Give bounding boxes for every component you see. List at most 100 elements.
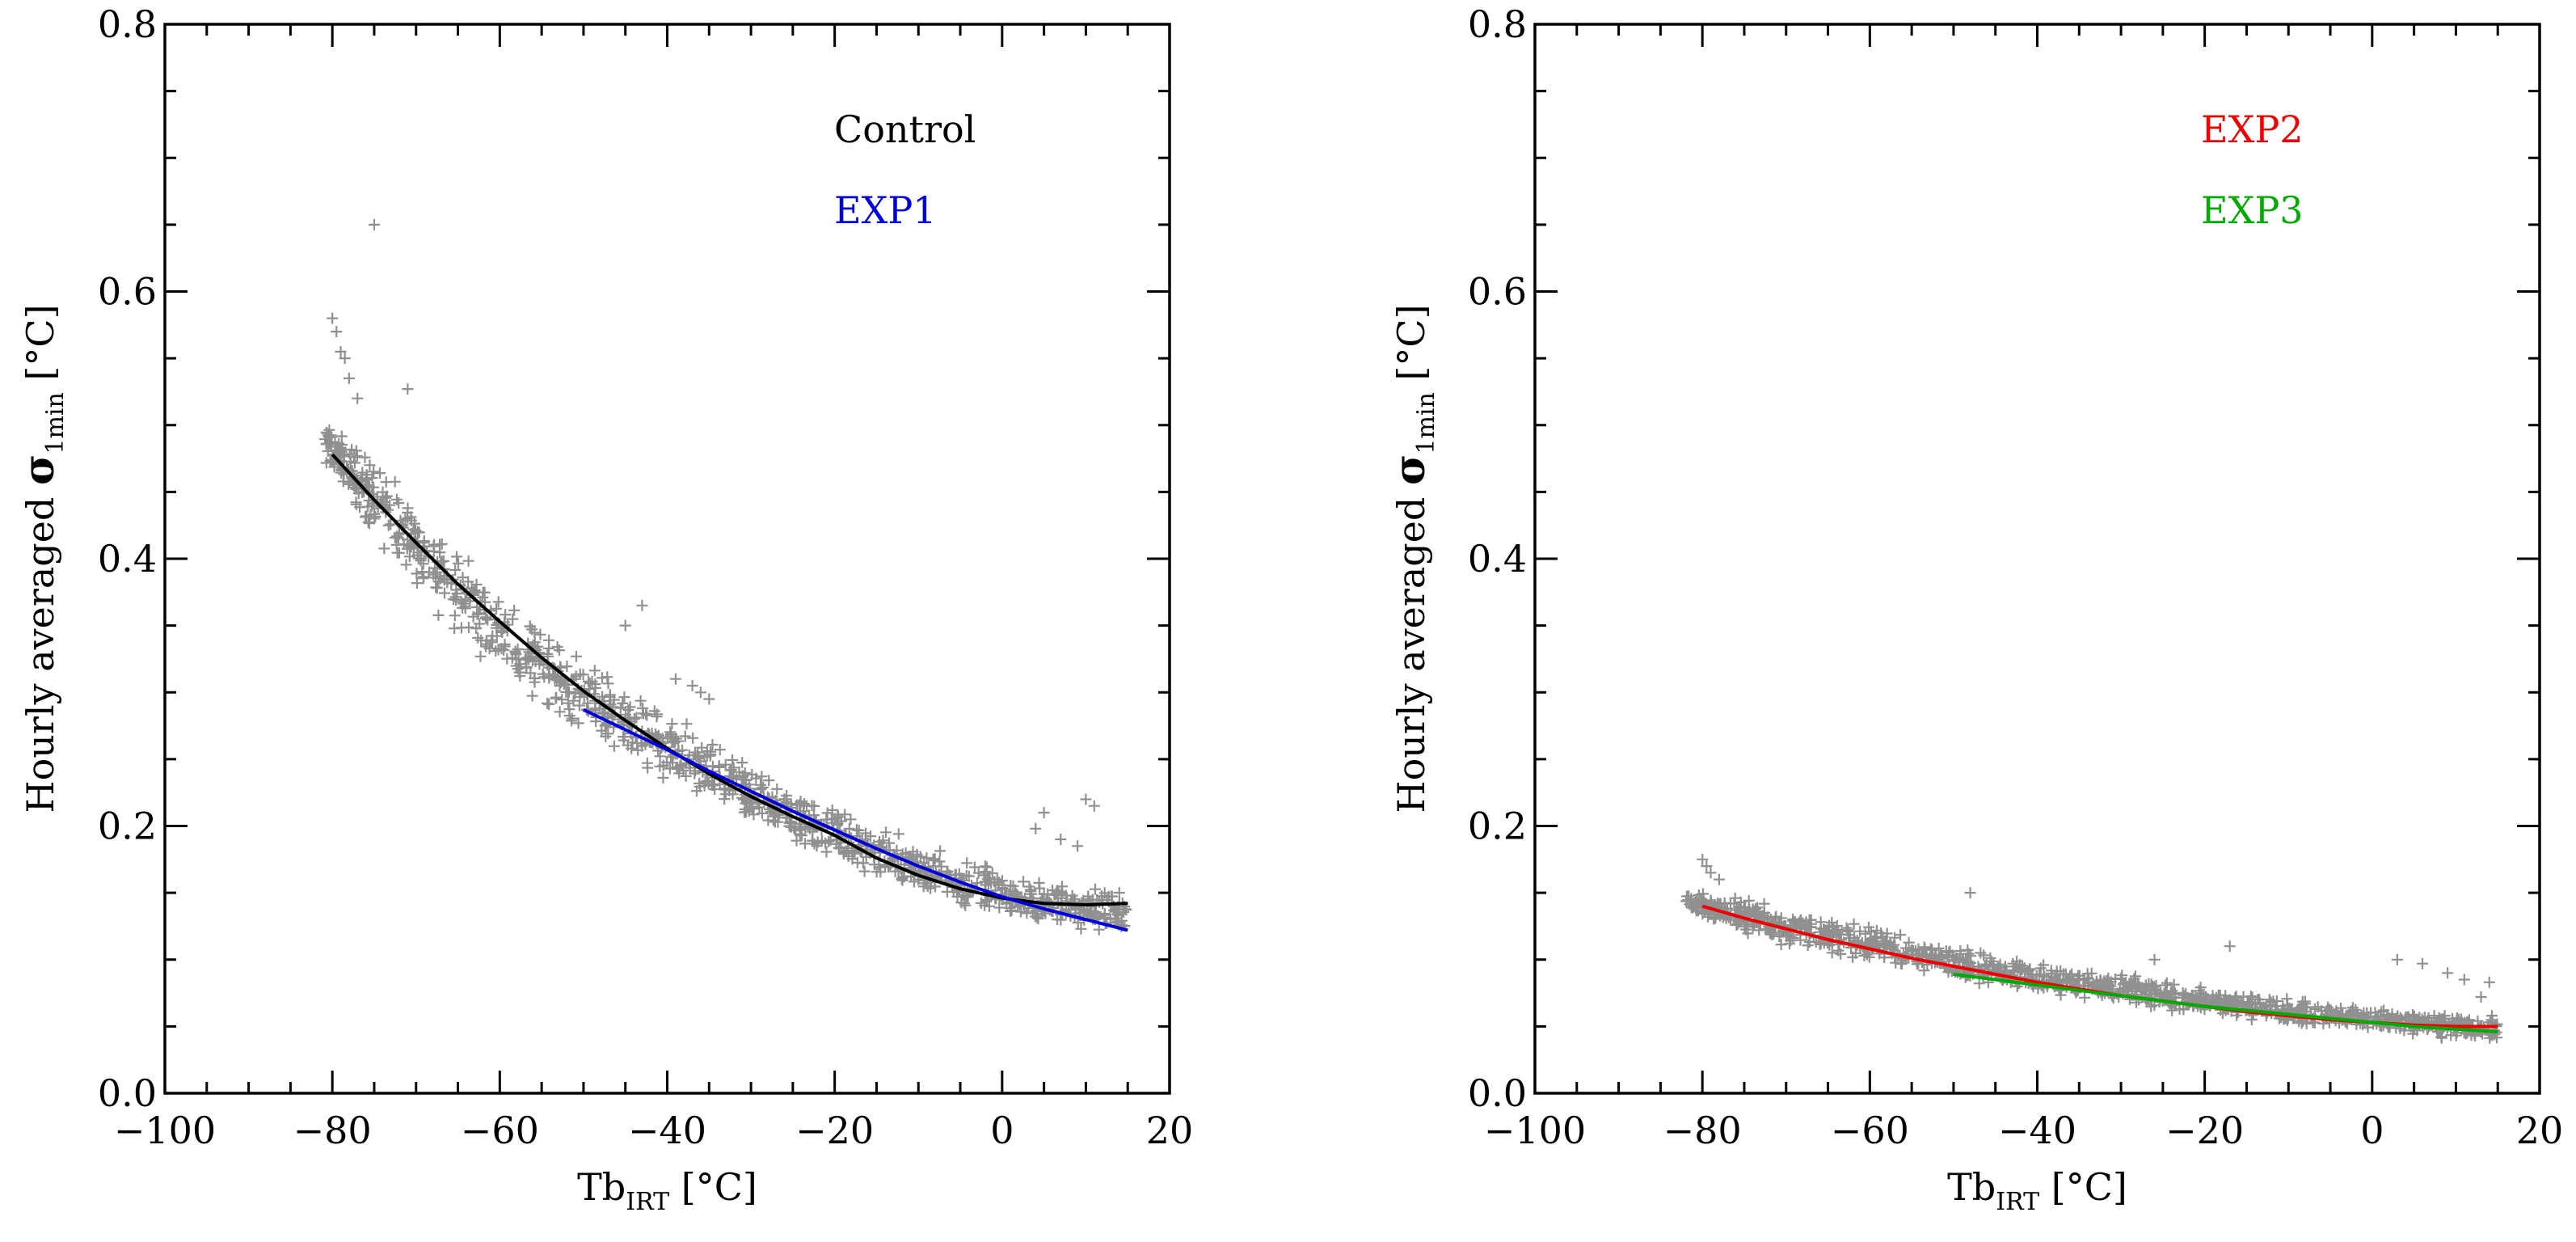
scatter-point (1903, 936, 1915, 948)
scatter-point (664, 726, 677, 738)
scatter-point (449, 591, 462, 603)
scatter-point (892, 828, 904, 840)
scatter-point (845, 813, 857, 826)
scatter-point (750, 772, 762, 784)
scatter-point (551, 674, 563, 686)
scatter-point (811, 840, 823, 852)
x-tick-label: −100 (114, 1109, 216, 1152)
y-axis-label-prefix: Hourly averaged (1389, 485, 1433, 813)
scatter-point (959, 899, 972, 911)
scatter-point (2212, 989, 2224, 1001)
scatter-point (1023, 881, 1035, 893)
scatter-point (993, 902, 1006, 914)
y-axis-label-sigma: σ (1385, 454, 1435, 485)
scatter-point (1847, 951, 1859, 963)
scatter-point (1965, 950, 1977, 962)
scatter-point (520, 653, 532, 665)
scatter-point (2116, 970, 2128, 982)
scatter-point (614, 702, 626, 714)
scatter-point (654, 760, 666, 772)
scatter-point (896, 872, 909, 884)
scatter-point (434, 572, 446, 585)
scatter-point (2277, 1000, 2289, 1012)
scatter-outlier-point (331, 326, 343, 338)
legend-entry-control: Control (834, 108, 976, 151)
x-tick-label: −60 (1831, 1109, 1909, 1152)
y-axis-label-subscript: 1min (1412, 392, 1440, 454)
scatter-point (491, 602, 502, 615)
scatter-point (719, 758, 731, 771)
scatter-point (2211, 995, 2224, 1008)
scatter-point (1973, 978, 1985, 990)
scatter-point (1854, 925, 1866, 937)
scatter-outlier-point (2475, 991, 2487, 1003)
scatter-point (1881, 927, 1893, 940)
scatter-point (928, 853, 940, 865)
scatter-point (514, 670, 526, 682)
scatter-point (2102, 978, 2114, 991)
scatter-point (498, 644, 510, 656)
scatter-point (480, 611, 492, 623)
scatter-point (483, 642, 495, 654)
y-tick-label: 0.0 (1468, 1071, 1527, 1115)
scatter-point (914, 851, 926, 863)
scatter-point (983, 873, 995, 885)
fit-line-exp3 (1953, 972, 2498, 1033)
scatter-outlier-point (686, 680, 698, 691)
y-tick-label: 0.8 (98, 2, 157, 46)
scatter-point (2346, 1005, 2359, 1017)
scatter-point (1814, 926, 1826, 938)
scatter-point (648, 705, 660, 717)
scatter-point (687, 732, 699, 744)
scatter-point (771, 783, 783, 795)
scatter-point (492, 596, 504, 608)
scatter-point (537, 668, 549, 680)
scatter-point (2381, 1010, 2393, 1021)
x-axis-label-base: Tb (577, 1165, 626, 1209)
scatter-point (486, 634, 497, 646)
scatter-point (1859, 927, 1871, 940)
scatter-point (432, 609, 445, 621)
scatter-point (1728, 898, 1740, 910)
fit-line-exp1 (583, 708, 1128, 932)
scatter-point (348, 451, 360, 463)
scatter-point (960, 869, 972, 881)
x-tick-label: −80 (293, 1109, 372, 1152)
scatter-point (858, 857, 869, 869)
scatter-point (2186, 990, 2199, 1001)
scatter-outlier-point (1697, 853, 1709, 865)
scatter-point (1748, 905, 1760, 917)
scatter-point (719, 793, 731, 805)
scatter-point (2064, 970, 2076, 982)
scatter-point (363, 480, 375, 492)
scatter-point (389, 475, 401, 488)
scatter-point (490, 645, 502, 657)
scatter-outlier-point (2458, 974, 2470, 986)
scatter-point (746, 803, 758, 814)
scatter-point (455, 622, 467, 634)
scatter-point (833, 811, 845, 823)
scatter-point (382, 519, 394, 531)
scatter-point (474, 650, 487, 662)
scatter-point (2246, 991, 2258, 1003)
y-tick-label: 0.2 (98, 805, 157, 848)
scatter-point (596, 724, 608, 737)
y-axis-label-sigma: σ (15, 454, 64, 485)
scatter-point (467, 610, 479, 623)
scatter-point (635, 695, 647, 707)
scatter-point (405, 511, 417, 523)
scatter-outlier-point (1038, 807, 1050, 818)
scatter-point (431, 582, 443, 594)
legend-entry-exp3: EXP3 (2201, 188, 2304, 232)
scatter-point (657, 771, 669, 784)
scatter-point (608, 740, 620, 752)
scatter-point (705, 746, 716, 758)
scatter-point (1824, 928, 1836, 940)
scatter-point (1109, 906, 1121, 918)
scatter-point (588, 665, 601, 677)
chart-panel-right: −100 −80 −60 −40 −20 0 20 0.0 0.2 0.4 0.6 0.8 TbIRT … (1385, 2, 2563, 1216)
scatter-point (462, 576, 474, 588)
scatter-point (2127, 978, 2139, 991)
scatter-point (968, 861, 980, 873)
scatter-outlier-point (2483, 976, 2495, 988)
